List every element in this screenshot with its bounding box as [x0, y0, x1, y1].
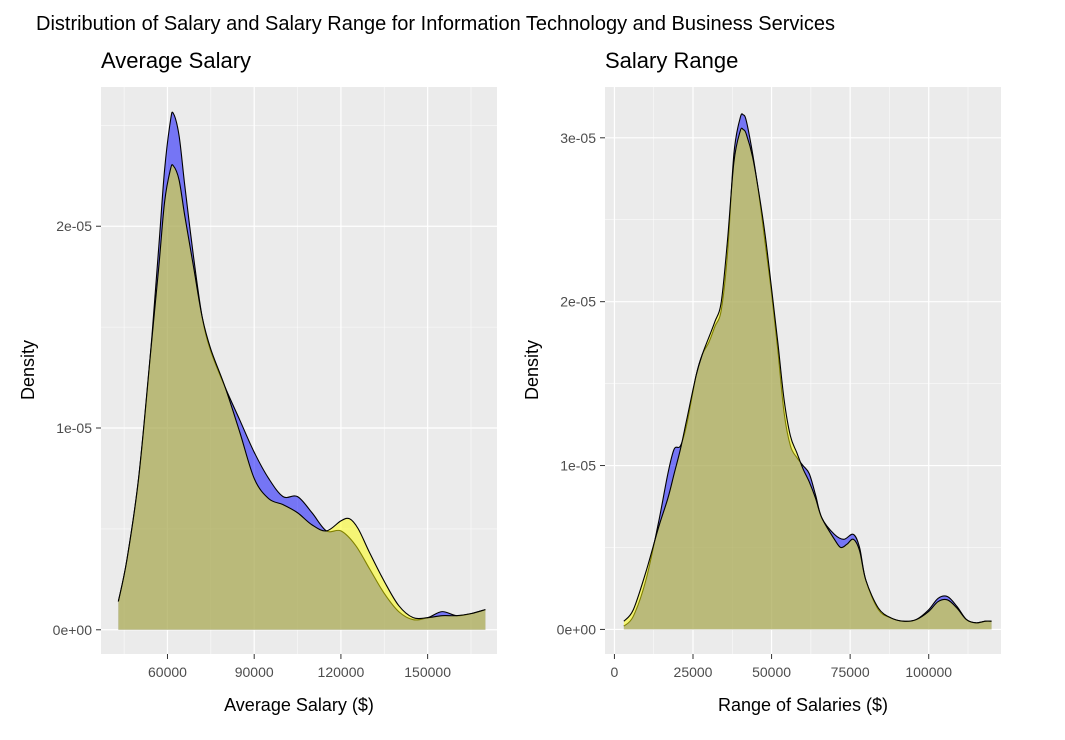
average-salary-x-tick-label-2: 120000: [318, 664, 365, 680]
salary-range-y-tick-label-3: 3e-05: [560, 130, 596, 146]
average-salary-x-axis: 60000 90000 120000 150000: [148, 654, 451, 680]
average-salary-minor-grid: [101, 87, 497, 654]
salary-range-density-areas: [623, 113, 992, 630]
average-salary-y-axis: 0e+00 1e-05 2e-05: [53, 218, 101, 638]
salary-range-density-line-1: [623, 127, 992, 624]
average-salary-panel: Average Salary 60000 90000 120000 150000 0e…: [18, 48, 497, 715]
salary-range-panel: Salary Range 0 25000 50000 75000 100000 0e+0…: [522, 48, 1001, 715]
average-salary-x-tick-label-0: 60000: [148, 664, 187, 680]
salary-range-y-tick-label-1: 1e-05: [560, 458, 596, 474]
salary-range-x-tick-label-0: 0: [611, 664, 619, 680]
average-salary-panel-title: Average Salary: [101, 48, 251, 73]
average-salary-density-line-1: [117, 164, 486, 620]
salary-range-x-axis: 0 25000 50000 75000 100000: [611, 654, 952, 680]
average-salary-y-tick-label-0: 0e+00: [53, 622, 93, 638]
salary-range-x-tick-label-3: 75000: [831, 664, 870, 680]
average-salary-y-axis-label: Density: [18, 340, 38, 400]
average-salary-density-areas: [117, 111, 486, 630]
salary-range-x-axis-label: Range of Salaries ($): [718, 695, 888, 715]
salary-range-x-tick-label-4: 100000: [905, 664, 952, 680]
salary-range-x-tick-label-1: 25000: [674, 664, 713, 680]
salary-range-panel-title: Salary Range: [605, 48, 738, 73]
salary-range-density-area-1: [623, 128, 992, 630]
average-salary-x-tick-label-1: 90000: [235, 664, 274, 680]
average-salary-x-axis-label: Average Salary ($): [224, 695, 374, 715]
salary-range-y-axis-label: Density: [522, 340, 542, 400]
average-salary-density-area-1: [118, 164, 486, 630]
salary-range-y-tick-label-0: 0e+00: [557, 621, 597, 637]
salary-range-x-tick-label-2: 50000: [752, 664, 791, 680]
average-salary-x-tick-label-3: 150000: [404, 664, 451, 680]
salary-range-y-axis: 0e+00 1e-05 2e-05 3e-05: [557, 130, 605, 637]
salary-range-y-tick-label-2: 2e-05: [560, 294, 596, 310]
average-salary-y-tick-label-2: 2e-05: [56, 218, 92, 234]
figure-title: Distribution of Salary and Salary Range …: [36, 13, 835, 35]
average-salary-y-tick-label-1: 1e-05: [56, 420, 92, 436]
